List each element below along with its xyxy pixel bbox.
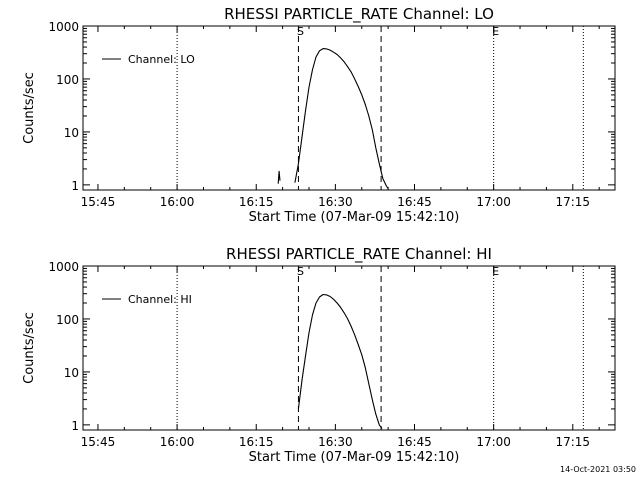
marker-label: S xyxy=(297,25,304,38)
x-tick-label: 16:15 xyxy=(239,435,274,449)
series-line-1 xyxy=(297,293,383,429)
x-tick-label: 16:45 xyxy=(397,195,432,209)
x-tick-label: 16:45 xyxy=(397,435,432,449)
marker-label: S xyxy=(297,265,304,278)
x-tick-label: 16:30 xyxy=(318,435,353,449)
x-tick-label: 16:15 xyxy=(239,195,274,209)
y-tick-label: 100 xyxy=(56,73,79,87)
x-tick-label: 17:00 xyxy=(476,195,511,209)
x-tick-label: 17:00 xyxy=(476,435,511,449)
x-tick-label: 17:15 xyxy=(555,435,590,449)
y-tick-label: 1000 xyxy=(48,260,79,274)
y-tick-label: 10 xyxy=(64,366,79,380)
x-axis-label: Start Time (07-Mar-09 15:42:10) xyxy=(249,450,460,465)
y-tick-label: 1 xyxy=(71,179,79,193)
legend-label: Channel: LO xyxy=(128,53,195,66)
chart-title: RHESSI PARTICLE_RATE Channel: LO xyxy=(224,5,494,24)
plot-frame xyxy=(82,265,616,431)
series-line-1 xyxy=(277,48,389,189)
y-tick-label: 100 xyxy=(56,313,79,327)
marker-label: E xyxy=(492,265,499,278)
y-axis-label: Counts/sec xyxy=(22,72,37,144)
y-axis-label: Counts/sec xyxy=(22,312,37,384)
x-tick-label: 16:30 xyxy=(318,195,353,209)
plot-frame xyxy=(82,25,616,191)
y-tick-label: 1 xyxy=(71,419,79,433)
chart-panel-1: RHESSI PARTICLE_RATE Channel: LOS E15:45 1… xyxy=(22,5,616,225)
y-tick-label: 1000 xyxy=(48,20,79,34)
chart-title: RHESSI PARTICLE_RATE Channel: HI xyxy=(226,245,492,264)
x-tick-label: 15:45 xyxy=(81,195,116,209)
x-tick-label: 16:00 xyxy=(160,435,195,449)
legend-label: Channel: HI xyxy=(128,293,192,306)
x-tick-label: 17:15 xyxy=(555,195,590,209)
marker-label: E xyxy=(492,25,499,38)
y-tick-label: 10 xyxy=(64,126,79,140)
x-tick-label: 16:00 xyxy=(160,195,195,209)
footer-timestamp: 14-Oct-2021 03:50 xyxy=(560,465,636,474)
x-tick-label: 15:45 xyxy=(81,435,116,449)
chart-panel-2: RHESSI PARTICLE_RATE Channel: HIS E15:45 1… xyxy=(22,245,616,465)
x-axis-label: Start Time (07-Mar-09 15:42:10) xyxy=(249,210,460,225)
